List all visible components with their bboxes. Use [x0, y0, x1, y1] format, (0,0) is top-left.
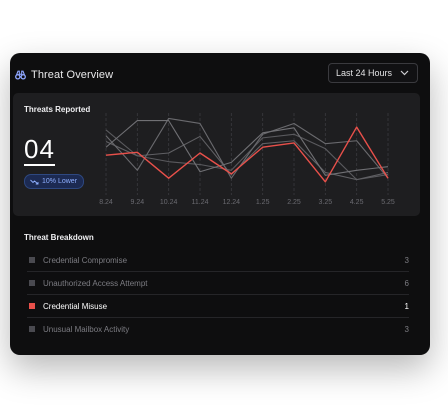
binoculars-icon — [15, 70, 26, 80]
threat-count: 04 — [24, 134, 55, 166]
x-tick-label: 11.24 — [192, 199, 209, 206]
series-line-highlight — [105, 126, 389, 183]
x-tick-label: 12.24 — [223, 199, 241, 206]
trend-label: 10% Lower — [42, 178, 78, 185]
category-square-icon — [29, 280, 35, 286]
x-tick-label: 2.25 — [287, 199, 301, 206]
trend-badge: 10% Lower — [24, 174, 85, 189]
chevron-down-icon — [400, 70, 409, 76]
x-tick-label: 9.24 — [131, 199, 145, 206]
breakdown-item[interactable]: Unauthorized Access Attempt 6 — [27, 272, 409, 295]
breakdown-item[interactable]: Credential Misuse 1 — [27, 295, 409, 318]
breakdown-item[interactable]: Unusual Mailbox Activity 3 — [27, 318, 409, 340]
threat-overview-card: Threat Overview Last 24 Hours Threats Re… — [10, 53, 430, 355]
series-line-4 — [105, 120, 389, 176]
breakdown-item-count: 3 — [404, 255, 409, 265]
trend-down-icon — [30, 179, 39, 184]
breakdown-item-name: Unauthorized Access Attempt — [43, 278, 148, 288]
threats-reported-title: Threats Reported — [24, 105, 91, 114]
time-range-select[interactable]: Last 24 Hours — [328, 63, 418, 83]
breakdown-item-count: 6 — [404, 278, 409, 288]
breakdown-item-name: Credential Compromise — [43, 255, 128, 265]
series-line-2 — [105, 135, 389, 181]
x-tick-label: 3.25 — [319, 199, 333, 206]
breakdown-item[interactable]: Credential Compromise 3 — [27, 249, 409, 272]
time-range-value: Last 24 Hours — [336, 68, 393, 78]
x-tick-label: 10.24 — [160, 199, 178, 206]
breakdown-item-name: Credential Misuse — [43, 301, 108, 311]
category-square-icon — [29, 326, 35, 332]
x-tick-label: 8.24 — [99, 199, 113, 206]
x-tick-label: 4.25 — [350, 199, 364, 206]
threat-breakdown-title: Threat Breakdown — [24, 233, 94, 242]
breakdown-item-count: 3 — [404, 324, 409, 334]
threat-trend-chart: 8.24 9.24 10.24 11.24 12.24 1.25 2.25 3.25 4.25 5… — [99, 113, 395, 206]
series-line-3 — [105, 117, 389, 179]
breakdown-item-count: 1 — [404, 301, 409, 311]
threat-breakdown-list: Credential Compromise 3 Unauthorized Acces… — [27, 249, 409, 340]
category-square-icon — [29, 303, 35, 309]
card-header: Threat Overview — [15, 67, 113, 83]
threats-reported-panel: Threats Reported 04 10% Lower 8.24 9.24 10… — [13, 93, 420, 216]
series-line-1 — [105, 129, 389, 181]
category-square-icon — [29, 257, 35, 263]
x-tick-label: 5.25 — [381, 199, 395, 206]
x-tick-label: 1.25 — [256, 199, 270, 206]
card-title: Threat Overview — [31, 69, 114, 81]
breakdown-item-name: Unusual Mailbox Activity — [43, 324, 130, 334]
